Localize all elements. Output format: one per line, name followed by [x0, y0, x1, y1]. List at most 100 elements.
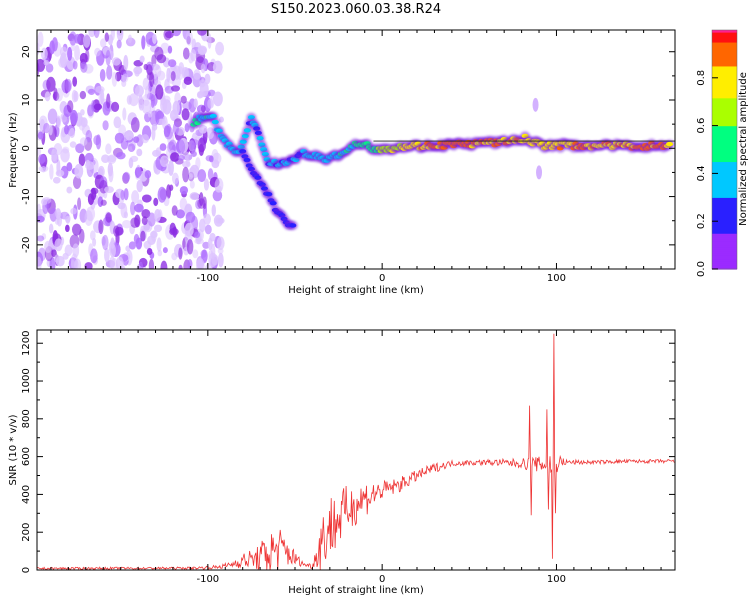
colorbar-frame [711, 29, 738, 270]
noise-blob [185, 211, 196, 223]
noise-blob [141, 194, 152, 203]
noise-blob [78, 153, 86, 167]
noise-blob [90, 187, 99, 195]
noise-blob [56, 115, 61, 128]
colorbar-tick-label: 0.2 [696, 213, 707, 229]
noise-blob [122, 171, 131, 182]
noise-blob [144, 85, 151, 100]
noise-blob [138, 261, 144, 269]
colorbar-band [712, 55, 737, 59]
noise-blob [157, 186, 167, 203]
noise-blob [38, 154, 46, 164]
colorbar-band [712, 63, 737, 67]
snr-series [37, 333, 675, 570]
colorbar-band [712, 30, 737, 33]
noise-blob [170, 152, 180, 162]
noise-blob [174, 92, 181, 105]
noise-blob [69, 31, 77, 46]
noise-blob [74, 163, 84, 179]
colorbar-band [712, 213, 737, 216]
noise-blob [54, 238, 63, 252]
noise-blob [37, 256, 42, 269]
noise-blob [73, 90, 79, 102]
colorbar-tick-label: 0.8 [696, 70, 707, 86]
noise-blob [182, 160, 191, 168]
colorbar-band [712, 185, 737, 188]
noise-blob [52, 176, 61, 184]
colorbar-band [712, 45, 737, 49]
noise-blob [207, 237, 213, 251]
noise-blob [129, 201, 136, 216]
noise-blob [43, 59, 50, 66]
noise-blob [53, 87, 58, 100]
noise-blob [190, 150, 197, 158]
noise-blob [147, 110, 153, 118]
colorbar-band [712, 125, 737, 129]
noise-blob [90, 248, 98, 264]
noise-blob [54, 218, 60, 225]
noise-blob [165, 31, 174, 39]
spike-blob [536, 165, 543, 180]
noise-blob [171, 252, 178, 261]
noise-blob [133, 66, 143, 75]
colorbar-band [712, 121, 737, 125]
noise-blob [149, 71, 155, 88]
noise-blob [104, 248, 110, 263]
noise-blob [199, 192, 204, 207]
colorbar-band [712, 175, 737, 178]
colorbar-band [712, 95, 737, 99]
colorbar-band [712, 131, 737, 135]
noise-blob [160, 260, 168, 269]
noise-blob [72, 76, 78, 87]
noise-blob [171, 205, 178, 216]
ridge-core [256, 136, 264, 141]
noise-blob [193, 69, 201, 80]
noise-blob [154, 208, 161, 222]
noise-blob [151, 230, 157, 243]
noise-blob [74, 44, 80, 61]
noise-blob [207, 168, 214, 181]
noise-blob [115, 256, 124, 269]
noise-blob [111, 57, 121, 66]
colorbar-band [712, 251, 737, 254]
noise-blob [106, 93, 111, 109]
noise-blob [111, 71, 118, 87]
noise-blob [51, 148, 58, 162]
noise-blob [58, 57, 68, 68]
noise-blob [200, 249, 207, 258]
noise-blob [65, 78, 72, 92]
y-tick-label: -20 [21, 237, 32, 253]
noise-blob [125, 245, 131, 252]
colorbar-band [712, 181, 737, 184]
noise-blob [105, 143, 112, 155]
noise-blob [130, 117, 140, 133]
noise-blob [44, 91, 51, 102]
colorbar-band [712, 81, 737, 85]
x-tick-label: 100 [547, 574, 566, 585]
noise-blob [55, 255, 65, 267]
noise-blob [147, 212, 156, 227]
noise-blob [154, 108, 162, 120]
colorbar-band [712, 137, 737, 141]
noise-blob [153, 197, 159, 207]
colorbar-band [712, 83, 737, 87]
colorbar-band [712, 203, 737, 206]
colorbar-band [712, 147, 737, 151]
y-tick-label: 0 [21, 145, 32, 151]
colorbar-band [712, 243, 737, 246]
noise-blob [114, 132, 125, 144]
noise-blob [116, 39, 122, 49]
noise-blob [177, 154, 185, 161]
colorbar-band [712, 225, 737, 228]
noise-blob [83, 33, 91, 48]
noise-blob [156, 237, 162, 252]
colorbar-band [712, 151, 737, 155]
colorbar-band [712, 105, 737, 109]
colorbar-band [712, 113, 737, 117]
noise-blob [85, 159, 91, 167]
noise-blob [152, 149, 161, 157]
ridge-core [265, 192, 273, 197]
noise-blob [141, 208, 151, 219]
noise-blob [108, 167, 114, 183]
colorbar-band [712, 141, 737, 145]
